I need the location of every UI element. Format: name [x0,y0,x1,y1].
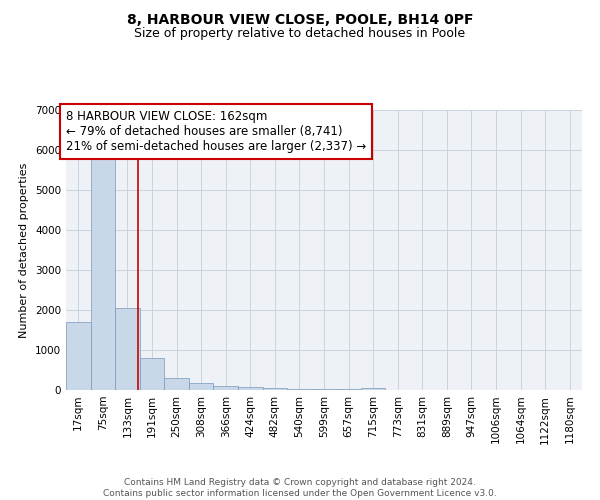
Bar [263,388,287,390]
Bar [115,308,140,390]
Bar [336,389,361,390]
Bar [287,389,312,390]
Bar [312,389,336,390]
Y-axis label: Number of detached properties: Number of detached properties [19,162,29,338]
Bar [140,358,164,390]
Bar [164,378,189,390]
Text: 8 HARBOUR VIEW CLOSE: 162sqm
← 79% of detached houses are smaller (8,741)
21% of: 8 HARBOUR VIEW CLOSE: 162sqm ← 79% of de… [66,110,366,153]
Bar [66,322,91,390]
Text: Contains HM Land Registry data © Crown copyright and database right 2024.
Contai: Contains HM Land Registry data © Crown c… [103,478,497,498]
Bar [238,388,263,390]
Text: Size of property relative to detached houses in Poole: Size of property relative to detached ho… [134,28,466,40]
Bar [214,386,238,390]
Bar [91,158,115,390]
Bar [361,388,385,390]
Bar [189,382,214,390]
Text: 8, HARBOUR VIEW CLOSE, POOLE, BH14 0PF: 8, HARBOUR VIEW CLOSE, POOLE, BH14 0PF [127,12,473,26]
